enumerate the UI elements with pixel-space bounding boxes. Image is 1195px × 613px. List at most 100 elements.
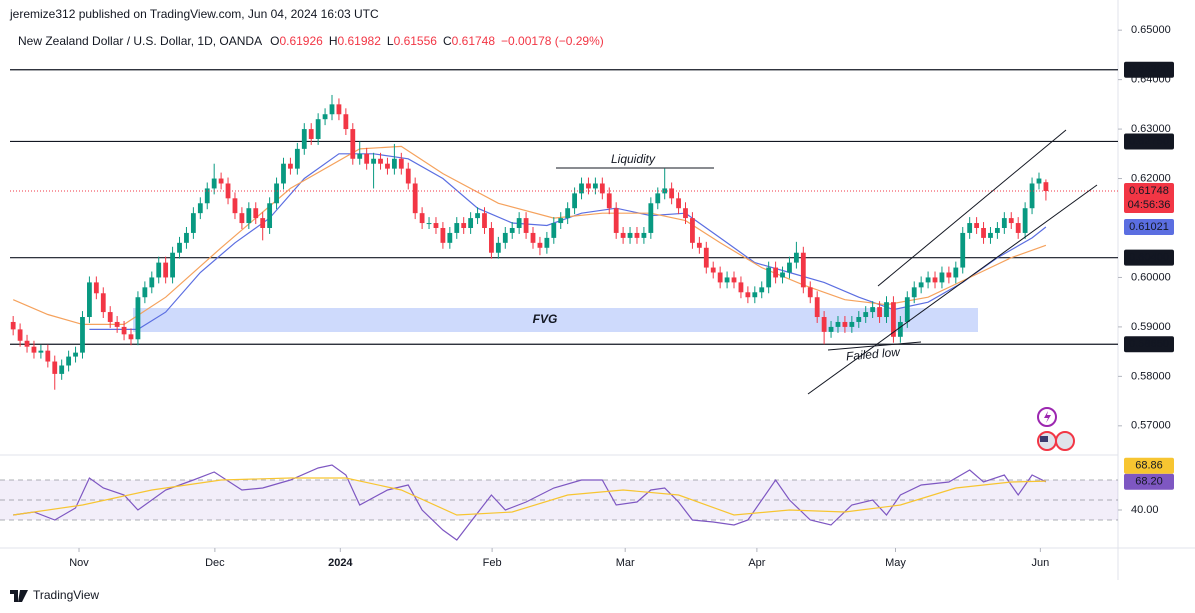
price-label: 0.60400	[1129, 252, 1169, 264]
candle-body	[863, 312, 869, 318]
candle-body	[142, 287, 148, 298]
candle-body	[378, 158, 383, 164]
annotation: FVG	[533, 312, 558, 326]
candle-body	[288, 163, 293, 169]
candle-body	[190, 213, 196, 233]
candle-body	[80, 317, 85, 353]
candle-body	[17, 329, 23, 341]
candle-body	[218, 178, 224, 184]
candle-body	[787, 262, 792, 273]
candle-body	[461, 223, 467, 228]
candle-body	[745, 292, 751, 298]
candle-body	[495, 242, 501, 253]
candle-body	[953, 267, 959, 278]
annotation: Failed low	[845, 345, 901, 364]
candle-body	[294, 148, 300, 169]
logo-icon	[10, 590, 28, 602]
candle-body	[267, 203, 273, 228]
candle-body	[322, 114, 328, 120]
candle-body	[204, 188, 210, 204]
candle-body	[426, 223, 432, 225]
candle-body	[308, 129, 314, 139]
candle-body	[988, 232, 993, 238]
plot	[0, 69, 1118, 541]
candle-body	[100, 293, 106, 313]
rsi-line	[13, 477, 1046, 516]
price-label-box	[1124, 249, 1174, 266]
candle-body	[412, 183, 418, 214]
candle-body	[73, 352, 78, 357]
candle-body	[613, 208, 619, 233]
price-label-box	[1124, 183, 1174, 214]
candle-body	[121, 326, 127, 335]
price-label-box	[1124, 336, 1174, 353]
candle-body	[738, 282, 744, 293]
candle-body	[1036, 178, 1042, 184]
candle-body	[800, 252, 806, 288]
candle-body	[793, 252, 799, 263]
candle-body	[620, 232, 626, 238]
candle-body	[731, 277, 737, 283]
x-tick-label: 2024	[328, 557, 353, 569]
flag-icon	[1040, 436, 1048, 442]
candle-body	[523, 218, 529, 233]
candle-body	[419, 213, 425, 224]
candle-body	[10, 321, 16, 330]
candle-body	[24, 340, 30, 347]
x-tick-label: Mar	[616, 557, 635, 569]
price-label: 0.58650	[1129, 338, 1169, 350]
byline: jeremize312 published on TradingView.com…	[9, 7, 379, 21]
candle-body	[627, 232, 633, 238]
candle-body	[468, 218, 474, 228]
candle-body	[433, 223, 439, 228]
candle-body	[1043, 182, 1049, 192]
candle-body	[877, 307, 882, 318]
candle-body	[405, 168, 411, 184]
y-tick-label: 0.58000	[1131, 370, 1171, 382]
candle-body	[163, 262, 169, 278]
x-tick-label: Apr	[748, 557, 765, 569]
candle-body	[835, 321, 841, 327]
price-label: 0.61748	[1129, 185, 1169, 197]
candle-body	[1015, 223, 1021, 233]
candle-body	[336, 104, 342, 115]
candle-body	[66, 356, 72, 366]
candle-body	[821, 317, 827, 332]
candle-body	[981, 227, 986, 238]
price-label: 04:56:36	[1128, 199, 1171, 211]
candle-body	[939, 272, 945, 283]
candle-body	[717, 272, 723, 283]
candle-body	[246, 208, 252, 224]
candle-body	[592, 183, 598, 189]
candle-body	[87, 282, 92, 318]
candle-body	[232, 198, 238, 214]
price-label-box	[1124, 133, 1174, 150]
candle-body	[960, 232, 966, 268]
x-tick-label: Nov	[69, 557, 89, 569]
candle-body	[447, 232, 453, 243]
candle-body	[1022, 208, 1028, 233]
candle-body	[350, 129, 356, 159]
candle-body	[551, 223, 557, 238]
logo: TradingView	[33, 588, 99, 602]
candle-body	[752, 292, 758, 298]
y-tick-label: 0.65000	[1131, 24, 1171, 36]
candle-body	[184, 232, 189, 243]
candle-body	[253, 208, 259, 219]
candle-body	[114, 321, 120, 327]
candle-body	[170, 252, 175, 278]
candle-body	[766, 267, 772, 288]
annotation: Liquidity	[611, 152, 656, 166]
candle-body	[648, 203, 654, 233]
x-tick-label: Jun	[1031, 557, 1049, 569]
candle-body	[197, 203, 203, 214]
candle-body	[1029, 183, 1035, 209]
candle-body	[489, 227, 494, 253]
candle-body	[454, 223, 460, 233]
rsi-line	[13, 464, 1047, 541]
candle-body	[544, 237, 550, 248]
candle-body	[239, 213, 245, 224]
ohlc-letter: O	[270, 34, 279, 48]
